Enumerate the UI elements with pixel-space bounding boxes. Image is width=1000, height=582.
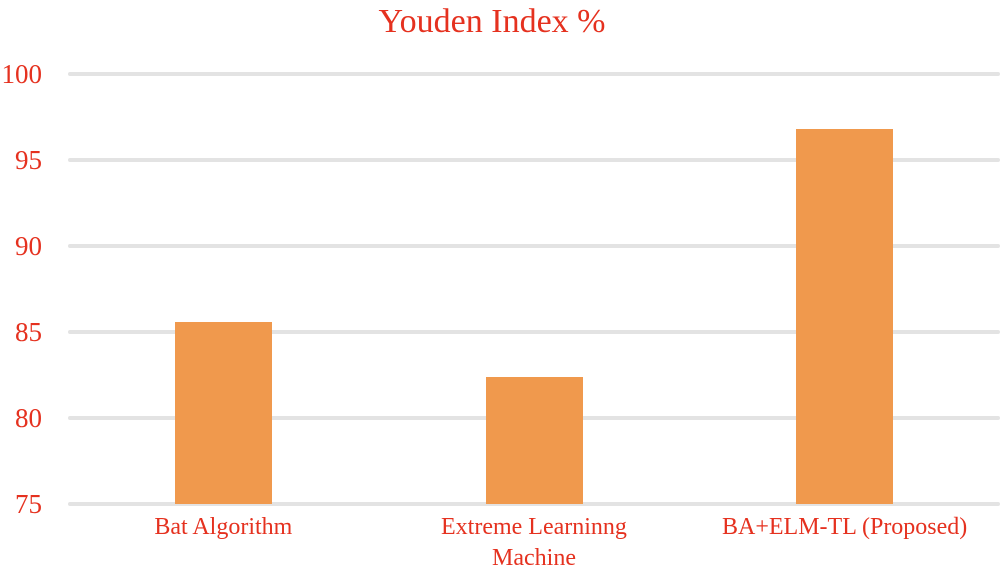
bar bbox=[796, 129, 894, 504]
x-axis-category-label: Extreme Learninng Machine bbox=[379, 512, 690, 574]
x-axis-category-label-line: Bat Algorithm bbox=[154, 514, 293, 540]
y-axis-tick-label: 100 bbox=[1, 59, 43, 89]
x-axis-category-label-line: Extreme Learninng bbox=[441, 514, 627, 540]
x-axis-category-label: BA+ELM-TL (Proposed) bbox=[689, 512, 1000, 543]
chart-title: Youden Index % bbox=[378, 3, 606, 40]
gridline bbox=[68, 244, 1000, 248]
y-axis-tick-label: 80 bbox=[15, 403, 42, 433]
bar bbox=[174, 321, 272, 504]
gridline bbox=[68, 502, 1000, 506]
y-axis-tick-label: 85 bbox=[15, 317, 42, 347]
y-axis-tick-label: 90 bbox=[15, 231, 42, 261]
gridline bbox=[68, 330, 1000, 334]
x-axis-category-label-line: BA+ELM-TL (Proposed) bbox=[722, 514, 968, 540]
gridline bbox=[68, 158, 1000, 162]
x-axis-category-label: Bat Algorithm bbox=[68, 512, 379, 543]
y-axis-tick-label: 75 bbox=[15, 489, 42, 519]
gridline bbox=[68, 72, 1000, 76]
bar bbox=[485, 376, 583, 504]
y-axis-tick-label: 95 bbox=[15, 145, 42, 175]
x-axis-category-label-line: Machine bbox=[492, 545, 576, 571]
